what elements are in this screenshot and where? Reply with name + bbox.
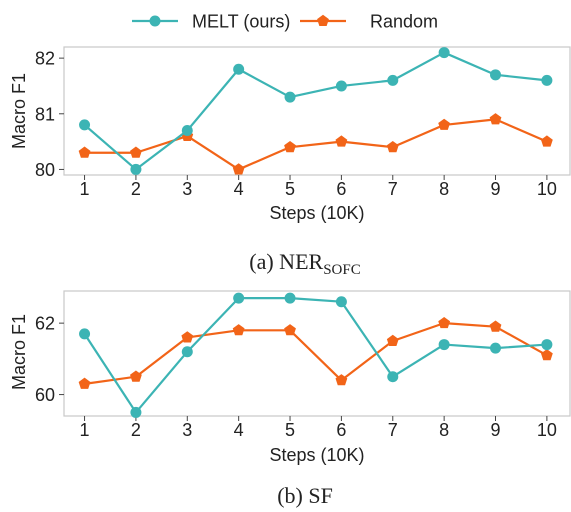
series-line [84,322,548,385]
series-line [84,118,548,171]
data-point [284,91,296,103]
legend-marker [149,15,161,27]
series-line [83,297,547,414]
chart-ner-sofc: 80 81 82 1 2 3 4 5 6 7 8 9 10 Steps (10K) Macro F1 (a) … [9,46,571,278]
series-line [83,51,547,171]
y-tick-label: 81 [35,104,55,124]
x-axis-label: Steps (10K) [269,445,364,465]
y-tick-label: 62 [35,314,55,334]
data-point [232,163,245,175]
x-tick-label: 8 [439,420,449,440]
data-point [181,124,193,136]
data-point [438,118,451,130]
plot-frame [63,290,571,417]
data-point [386,140,399,153]
x-tick-label: 5 [285,179,295,199]
data-point [540,349,553,361]
data-point [284,292,296,304]
x-tick-label: 7 [388,179,398,199]
x-tick-label: 1 [80,420,90,440]
data-point [233,63,245,75]
x-tick-label: 5 [285,420,295,440]
x-tick-label: 2 [131,179,141,199]
data-point [489,113,502,125]
data-point [490,342,502,354]
data-point [130,406,142,418]
series-random [78,113,553,175]
caption-text: (b) SF [277,483,333,508]
data-point [130,163,142,175]
data-point [79,328,91,340]
x-tick-label: 9 [491,179,501,199]
x-tick-label: 6 [336,420,346,440]
data-point [438,339,450,351]
data-point [490,69,502,81]
y-tick-label: 82 [35,49,55,69]
data-point [78,377,91,389]
caption-text: (a) NER [249,249,323,274]
data-point [130,146,142,158]
y-axis-label: Macro F1 [9,73,29,149]
caption-subscript: SOFC [323,262,361,278]
data-point [181,331,194,343]
x-tick-label: 1 [80,179,90,199]
data-point [284,324,296,336]
y-axis-label: Macro F1 [9,314,29,390]
data-point [284,140,296,153]
legend-marker [317,14,329,27]
x-tick-label: 4 [234,420,244,440]
series-random [78,316,553,389]
series-melt-ours [79,292,553,418]
chart-sf: 60 62 1 2 3 4 5 6 7 8 9 10 Steps (10K) Macro F1 (b) SF [9,290,571,508]
legend: MELT (ours) Random [132,12,438,32]
data-point [335,296,347,308]
y-tick-label: 60 [35,385,55,405]
x-tick-label: 3 [182,420,192,440]
figure-caption: (b) SF [277,483,333,508]
x-tick-label: 3 [182,179,192,199]
data-point [130,370,142,382]
x-tick-label: 8 [439,179,449,199]
data-point [540,135,553,147]
data-point [387,371,399,383]
data-point [541,74,553,86]
data-point [78,146,91,158]
x-tick-label: 4 [234,179,244,199]
data-point [232,324,245,336]
data-point [335,135,348,147]
data-point [181,346,193,358]
data-point [438,47,450,59]
x-axis-label: Steps (10K) [269,203,364,223]
x-tick-label: 10 [537,420,557,440]
series-melt-ours [79,47,553,175]
data-point [489,320,502,332]
legend-entry-melt-ours: MELT (ours) [132,12,290,32]
data-point [386,334,399,347]
figure-caption: (a) NERSOFC [249,249,360,278]
x-tick-label: 10 [537,179,557,199]
legend-label: Random [370,12,438,32]
data-point [335,80,347,92]
data-point [233,292,245,304]
data-point [541,339,553,351]
data-point [387,74,399,86]
legend-entry-random: Random [300,12,438,32]
plot-frame [63,46,571,176]
x-tick-label: 7 [388,420,398,440]
legend-label: MELT (ours) [192,12,290,32]
data-point [438,316,451,329]
data-point [335,374,348,386]
data-point [79,119,91,131]
x-tick-label: 2 [131,420,141,440]
y-tick-label: 80 [35,160,55,180]
x-tick-label: 6 [336,179,346,199]
x-tick-label: 9 [491,420,501,440]
